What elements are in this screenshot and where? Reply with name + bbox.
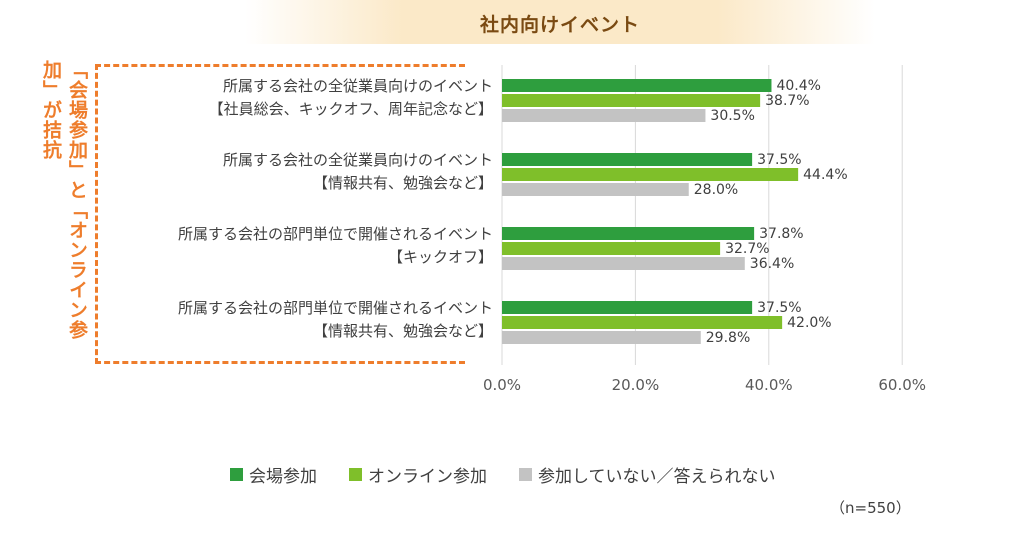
data-label: 37.8% <box>759 226 803 242</box>
category-sublabel: 【社員総会、キックオフ、周年記念など】 <box>209 100 493 118</box>
title-band <box>245 0 875 44</box>
data-label: 37.5% <box>757 300 801 316</box>
bar <box>502 301 753 314</box>
data-label: 44.4% <box>803 167 847 183</box>
category-label: 所属する会社の全従業員向けのイベント <box>223 151 493 169</box>
category-sublabel: 【キックオフ】 <box>388 248 493 266</box>
legend-item: オンライン参加 <box>349 462 487 487</box>
bar <box>502 109 706 122</box>
category-label: 所属する会社の部門単位で開催されるイベント <box>178 225 493 243</box>
legend-swatch <box>230 467 243 481</box>
bar <box>502 257 745 270</box>
x-tick-label: 0.0% <box>483 376 521 394</box>
legend-swatch <box>519 467 532 481</box>
legend-item: 会場参加 <box>230 462 317 487</box>
legend: 会場参加 オンライン参加 参加していない／答えられない <box>230 462 808 487</box>
data-label: 37.5% <box>757 152 801 168</box>
legend-label: オンライン参加 <box>368 466 487 487</box>
legend-item: 参加していない／答えられない <box>519 462 776 487</box>
data-label: 29.8% <box>706 330 750 346</box>
x-tick-label: 40.0% <box>745 376 793 394</box>
legend-label: 参加していない／答えられない <box>538 466 776 487</box>
bar <box>502 227 755 240</box>
data-label: 40.4% <box>776 78 820 94</box>
side-annotation: 「会場参加」と「オンライン参加」が拮抗 <box>40 60 88 340</box>
legend-swatch <box>349 467 362 481</box>
dashed-bracket <box>95 64 465 364</box>
bar <box>502 316 783 329</box>
category-sublabel: 【情報共有、勉強会など】 <box>313 174 493 192</box>
data-label: 38.7% <box>765 93 809 109</box>
bar <box>502 94 761 107</box>
x-tick-label: 60.0% <box>878 376 926 394</box>
bar <box>502 331 701 344</box>
category-label: 所属する会社の部門単位で開催されるイベント <box>178 299 493 317</box>
chart-title: 社内向けイベント <box>479 14 640 36</box>
category-label: 所属する会社の全従業員向けのイベント <box>223 77 493 95</box>
data-label: 28.0% <box>694 182 738 198</box>
bar <box>502 242 721 255</box>
data-label: 36.4% <box>750 256 794 272</box>
data-label: 30.5% <box>710 108 754 124</box>
bar <box>502 153 753 166</box>
bar <box>502 168 799 181</box>
data-label: 32.7% <box>725 241 769 257</box>
x-tick-label: 20.0% <box>612 376 660 394</box>
sample-size-note: （n=550） <box>830 499 911 517</box>
legend-label: 会場参加 <box>249 466 317 487</box>
data-label: 42.0% <box>787 315 831 331</box>
bar <box>502 79 772 92</box>
bar <box>502 183 689 196</box>
category-sublabel: 【情報共有、勉強会など】 <box>313 322 493 340</box>
